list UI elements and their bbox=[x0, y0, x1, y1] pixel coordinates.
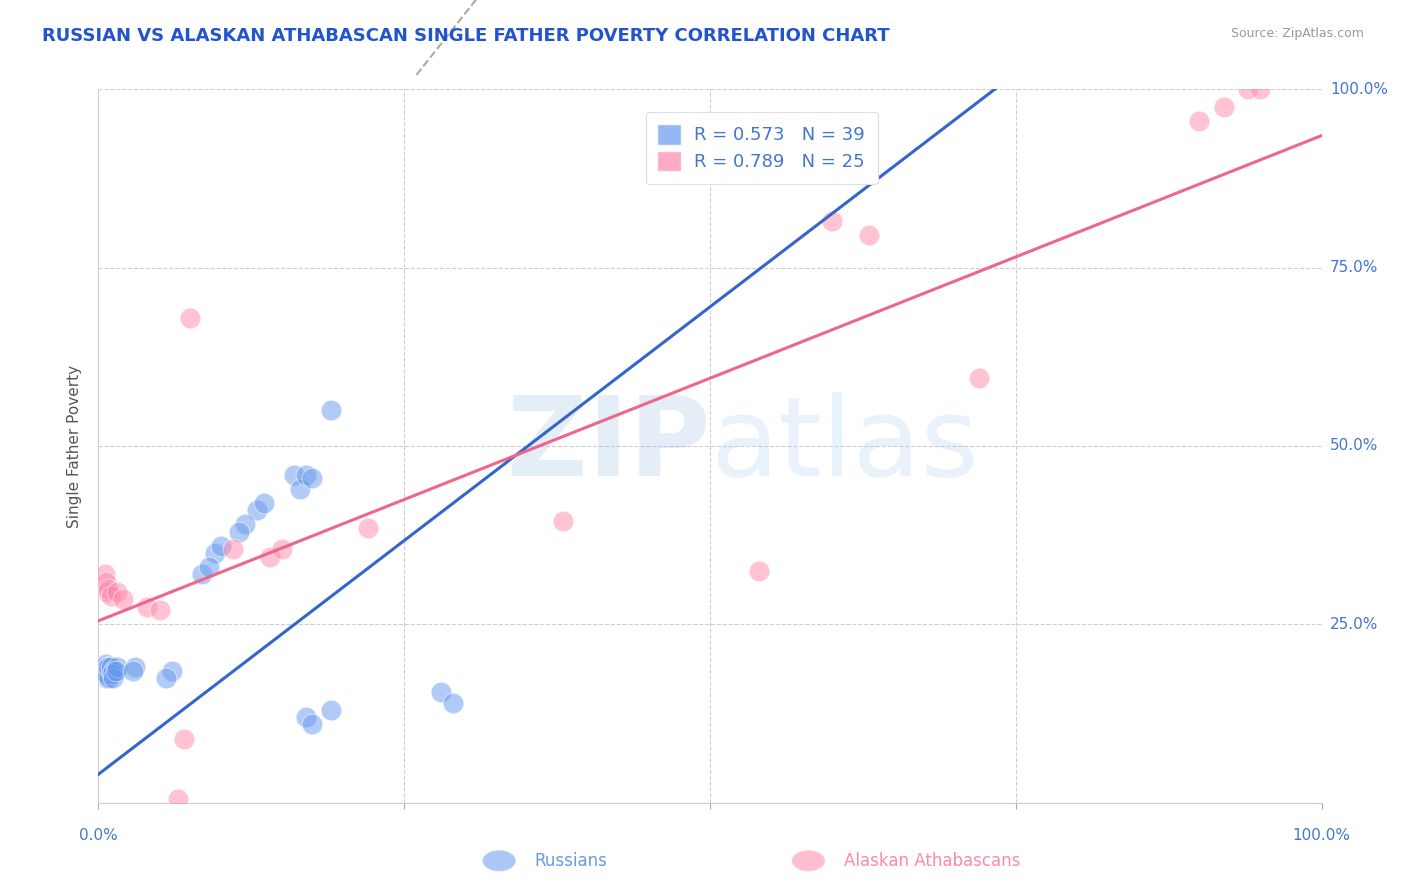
Text: atlas: atlas bbox=[710, 392, 979, 500]
Point bbox=[821, 214, 844, 228]
Point bbox=[1188, 114, 1211, 128]
Point bbox=[748, 564, 770, 578]
Point bbox=[101, 671, 124, 685]
Point bbox=[97, 664, 120, 678]
Legend: R = 0.573   N = 39, R = 0.789   N = 25: R = 0.573 N = 39, R = 0.789 N = 25 bbox=[645, 112, 877, 184]
Point bbox=[283, 467, 305, 482]
Point bbox=[197, 560, 219, 574]
Text: 75.0%: 75.0% bbox=[1330, 260, 1378, 275]
Point bbox=[94, 667, 117, 681]
Point bbox=[97, 582, 120, 596]
Point bbox=[104, 664, 127, 678]
Point bbox=[295, 710, 318, 724]
Point bbox=[204, 546, 226, 560]
Point bbox=[96, 660, 118, 674]
Point bbox=[96, 671, 118, 685]
Text: Russians: Russians bbox=[534, 852, 607, 870]
Point bbox=[124, 660, 146, 674]
Point bbox=[94, 574, 117, 589]
Point bbox=[222, 542, 245, 557]
Text: 25.0%: 25.0% bbox=[1330, 617, 1378, 632]
Text: 0.0%: 0.0% bbox=[79, 828, 118, 843]
Point bbox=[101, 664, 124, 678]
Point bbox=[160, 664, 183, 678]
Point bbox=[96, 585, 118, 599]
Point bbox=[155, 671, 177, 685]
Text: ZIP: ZIP bbox=[506, 392, 710, 500]
Point bbox=[233, 517, 256, 532]
Point bbox=[270, 542, 294, 557]
Point bbox=[441, 696, 464, 710]
Point bbox=[319, 703, 342, 717]
Point bbox=[111, 592, 134, 607]
Point bbox=[97, 660, 120, 674]
Point bbox=[136, 599, 159, 614]
Point bbox=[301, 471, 323, 485]
Text: 100.0%: 100.0% bbox=[1292, 828, 1351, 843]
Point bbox=[179, 310, 201, 325]
Point bbox=[100, 660, 122, 674]
Point bbox=[121, 664, 143, 678]
Point bbox=[105, 660, 128, 674]
Point bbox=[430, 685, 453, 699]
Point bbox=[209, 539, 232, 553]
Text: RUSSIAN VS ALASKAN ATHABASCAN SINGLE FATHER POVERTY CORRELATION CHART: RUSSIAN VS ALASKAN ATHABASCAN SINGLE FAT… bbox=[42, 27, 890, 45]
Point bbox=[553, 514, 575, 528]
Text: Alaskan Athabascans: Alaskan Athabascans bbox=[844, 852, 1019, 870]
Text: Source: ZipAtlas.com: Source: ZipAtlas.com bbox=[1230, 27, 1364, 40]
Point bbox=[93, 567, 115, 582]
Point bbox=[259, 549, 281, 564]
Point bbox=[1212, 100, 1234, 114]
Point bbox=[97, 667, 120, 681]
Point bbox=[167, 792, 190, 806]
Point bbox=[1249, 82, 1271, 96]
Point bbox=[105, 585, 128, 599]
Point bbox=[1237, 82, 1260, 96]
Point bbox=[100, 664, 122, 678]
Point bbox=[319, 403, 342, 417]
Point bbox=[252, 496, 274, 510]
Point bbox=[246, 503, 269, 517]
Point bbox=[149, 603, 172, 617]
Point bbox=[858, 228, 880, 243]
Point bbox=[93, 660, 115, 674]
Point bbox=[100, 589, 122, 603]
Point bbox=[356, 521, 378, 535]
Point bbox=[173, 731, 195, 746]
Y-axis label: Single Father Poverty: Single Father Poverty bbox=[67, 365, 83, 527]
Point bbox=[290, 482, 312, 496]
Point bbox=[228, 524, 250, 539]
Point bbox=[967, 371, 990, 385]
Point bbox=[101, 667, 124, 681]
Text: 100.0%: 100.0% bbox=[1330, 82, 1388, 96]
Text: 50.0%: 50.0% bbox=[1330, 439, 1378, 453]
Point bbox=[98, 660, 121, 674]
Point bbox=[98, 671, 121, 685]
Point bbox=[295, 467, 318, 482]
Point bbox=[191, 567, 214, 582]
Point bbox=[301, 717, 323, 731]
Point bbox=[94, 657, 117, 671]
